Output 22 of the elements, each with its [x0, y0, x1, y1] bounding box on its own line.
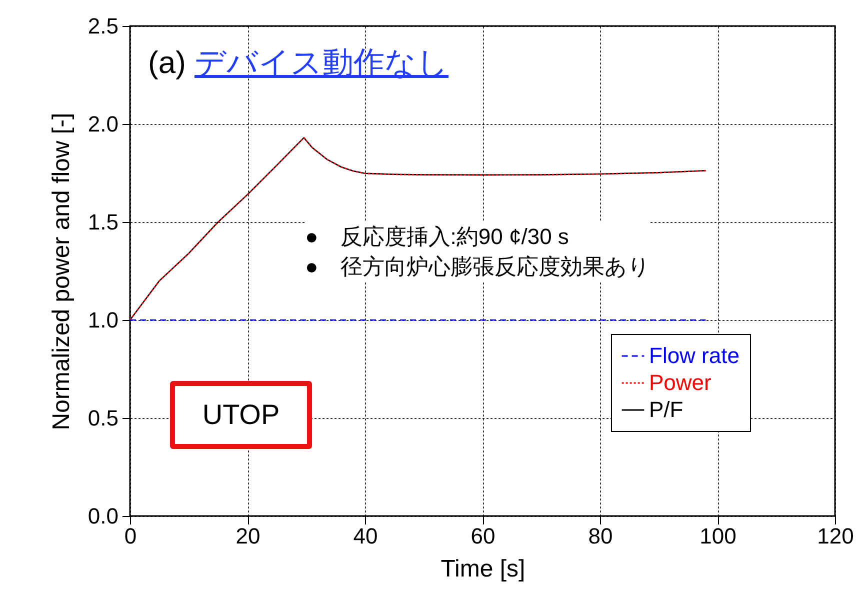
annotation: ● 径方向炉心膨張反応度効果あり: [305, 253, 650, 281]
x-tick-label: 80: [588, 524, 613, 548]
x-tick-label: 20: [236, 524, 260, 548]
x-tick-label: 0: [124, 524, 137, 548]
annotation: ● 反応度挿入:約90 ¢/30 s: [305, 223, 570, 251]
x-tick-label: 100: [700, 524, 736, 548]
x-axis-title: Time [s]: [440, 556, 526, 582]
y-tick-label: 0.5: [88, 406, 118, 430]
x-tick-label: 60: [470, 524, 496, 548]
legend-label: Power: [649, 370, 712, 395]
legend-label: P/F: [649, 397, 684, 422]
y-tick-label: 2.5: [88, 14, 118, 38]
x-tick-label: 120: [817, 524, 854, 548]
y-tick-label: 0.0: [88, 504, 118, 528]
y-tick-label: 1.0: [88, 308, 118, 332]
text: (a) デバイス動作なし: [148, 45, 448, 80]
y-tick-label: 1.5: [88, 210, 118, 234]
x-tick-label: 40: [353, 524, 378, 548]
y-tick-label: 2.0: [88, 112, 118, 136]
label-frame: UTOP: [170, 381, 312, 449]
y-axis-title: Normalized power and flow [-]: [48, 112, 75, 430]
legend-label: Flow rate: [649, 343, 740, 368]
